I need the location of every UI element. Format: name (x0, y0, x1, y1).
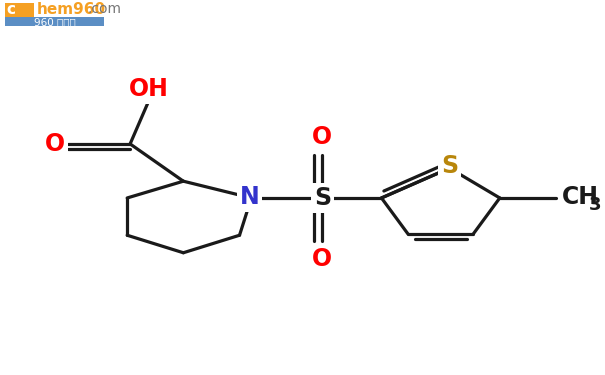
Text: hem960: hem960 (37, 2, 106, 16)
Text: .com: .com (88, 2, 122, 16)
Text: S: S (314, 186, 331, 210)
Text: S: S (441, 154, 458, 178)
Text: CH: CH (562, 185, 599, 209)
Text: c: c (6, 2, 15, 17)
Text: O: O (312, 247, 332, 271)
Polygon shape (5, 17, 103, 26)
Text: O: O (312, 125, 332, 149)
Text: O: O (45, 132, 65, 156)
Text: OH: OH (129, 77, 169, 101)
Text: 3: 3 (589, 196, 601, 214)
Text: 960 化工网: 960 化工网 (33, 16, 75, 27)
Text: N: N (240, 185, 260, 209)
Polygon shape (5, 3, 34, 17)
